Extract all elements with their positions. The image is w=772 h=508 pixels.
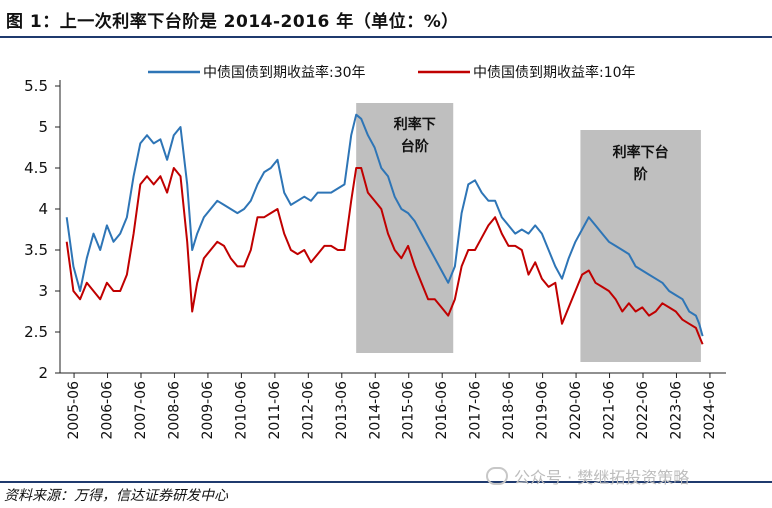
source-rule <box>0 481 772 483</box>
x-tick-label: 2021-06 <box>602 381 618 440</box>
x-tick-label: 2009-06 <box>200 381 216 440</box>
annotation-label-2: 利率下台 <box>613 144 669 161</box>
annotation-label-2: 阶 <box>634 166 649 183</box>
x-tick-label: 2012-06 <box>300 381 316 440</box>
x-tick-label: 2014-06 <box>367 381 383 440</box>
x-tick-label: 2007-06 <box>133 381 149 440</box>
y-tick-label: 3.5 <box>24 241 48 259</box>
figure-title: 图 1：上一次利率下台阶是 2014-2016 年（单位：%） <box>6 12 459 32</box>
legend-label: 中债国债到期收益率:10年 <box>473 64 636 81</box>
legend-label: 中债国债到期收益率:30年 <box>203 64 366 81</box>
watermark-text: 公众号 · 樊继拓投资策略 <box>514 468 690 487</box>
shaded-region-2 <box>580 130 701 362</box>
x-tick-label: 2018-06 <box>501 381 517 440</box>
y-tick-label: 2 <box>38 364 48 382</box>
x-tick-label: 2016-06 <box>434 381 450 440</box>
series-line-10y <box>65 167 704 345</box>
wechat-icon <box>486 467 508 485</box>
y-tick-label: 2.5 <box>24 323 48 341</box>
series-line-30y <box>65 113 704 337</box>
x-axis: 2005-06 2006-06 2007-06 2008-06 2009-06 2010-… <box>60 372 726 440</box>
title-rule <box>0 36 772 38</box>
x-tick-label: 2013-06 <box>334 381 350 440</box>
x-tick-label: 2019-06 <box>535 381 551 440</box>
legend: 中债国债到期收益率:30年 中债国债到期收益率:10年 <box>148 64 636 81</box>
x-tick-label: 2020-06 <box>568 381 584 440</box>
watermark: 公众号 · 樊继拓投资策略 <box>486 464 689 488</box>
x-tick-label: 2024-06 <box>702 381 718 440</box>
x-tick-label: 2008-06 <box>166 381 182 440</box>
y-tick-label: 4 <box>38 200 48 218</box>
annotation-label-1: 利率下 <box>394 116 436 133</box>
annotation-label-1: 台阶 <box>401 138 430 155</box>
x-tick-label: 2015-06 <box>401 381 417 440</box>
x-tick-label: 2011-06 <box>267 381 283 440</box>
y-tick-label: 5 <box>38 118 48 136</box>
y-tick-label: 3 <box>38 282 48 300</box>
y-tick-label: 5.5 <box>24 77 48 95</box>
x-tick-label: 2022-06 <box>635 381 651 440</box>
annotations: 利率下台阶 利率下台阶 <box>394 116 669 183</box>
y-axis: 2 2.5 3 3.5 4 4.5 5 5.5 <box>24 77 61 382</box>
source-note: 资料来源：万得，信达证券研发中心 <box>4 488 228 504</box>
yield-chart: 22.533.544.555.5 2005-06 2006-06 2007-06 20… <box>24 64 726 440</box>
x-tick-label: 2005-06 <box>66 381 82 440</box>
x-tick-label: 2010-06 <box>233 381 249 440</box>
x-tick-label: 2023-06 <box>668 381 684 440</box>
series-lines <box>65 113 704 345</box>
x-tick-label: 2017-06 <box>468 381 484 440</box>
y-tick-label: 4.5 <box>24 159 48 177</box>
x-tick-label: 2006-06 <box>100 381 116 440</box>
